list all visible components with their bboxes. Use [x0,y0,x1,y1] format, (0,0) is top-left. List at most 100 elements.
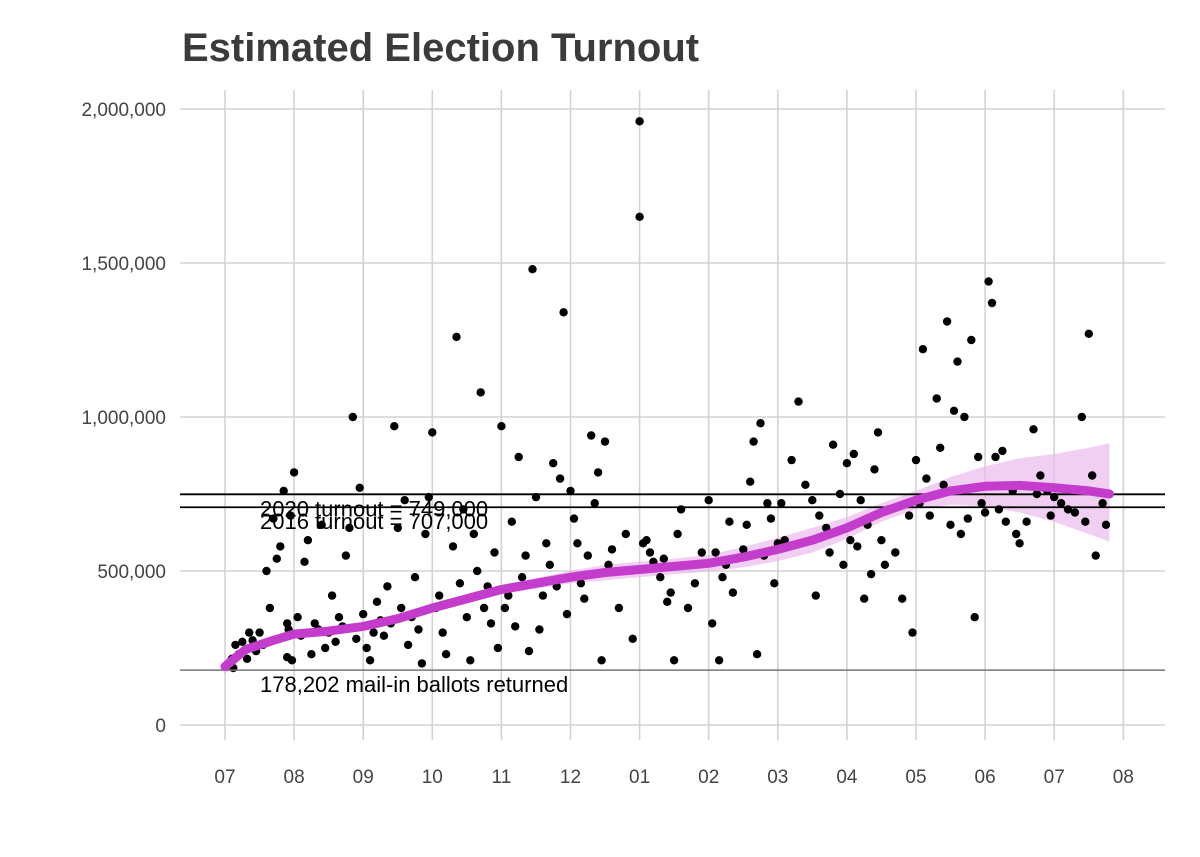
data-point [614,603,624,613]
x-tick-label: 10 [422,767,443,788]
data-point [849,449,858,459]
data-point [673,529,682,539]
data-point [825,548,834,557]
data-point [255,628,264,637]
data-point [642,536,651,545]
data-point [607,545,617,554]
data-point [777,499,786,508]
data-point [956,529,966,539]
data-point [276,542,285,551]
reference-line-label: 178,202 mail-in ballots returned [260,672,568,697]
data-point [918,345,928,354]
data-point [739,545,748,554]
data-point [987,298,997,308]
data-point [711,548,720,557]
data-point [542,539,551,548]
data-point [587,431,596,440]
data-point [1091,551,1100,560]
data-point [960,412,969,422]
data-point [742,520,751,529]
reference-line-label: 2016 turnout = 707,000 [260,509,488,534]
band-layer [225,443,1110,675]
data-point [714,656,724,665]
x-tick-label: 07 [214,767,235,788]
data-point [414,625,423,634]
data-point [583,551,592,560]
chart-title: Estimated Election Turnout [182,26,700,70]
data-point [403,640,413,650]
data-point [946,520,955,529]
data-point [621,529,630,539]
data-point [321,643,330,653]
data-point [1070,508,1080,517]
data-point [815,511,824,520]
data-point [801,480,810,489]
data-point [974,452,983,462]
data-point [245,628,254,637]
data-point [873,428,883,437]
data-point [1077,412,1087,422]
data-point [476,388,485,397]
data-point [597,656,606,665]
y-tick-label: 1,500,000 [81,254,166,275]
data-point [590,499,599,508]
data-point [524,646,534,656]
data-point [289,468,299,477]
data-point [473,566,482,576]
data-point [580,594,589,603]
data-point [334,613,344,622]
data-point [1056,499,1066,508]
data-point [763,499,772,508]
data-point [1015,539,1024,548]
data-point [293,613,302,622]
data-point [683,603,693,613]
data-point [911,455,921,465]
data-point [663,597,672,606]
data-point [669,656,679,665]
data-point [877,536,886,545]
data-point [1036,471,1045,480]
data-point [1088,471,1097,480]
data-point [348,412,357,422]
y-tick-label: 2,000,000 [81,100,166,121]
data-point [438,628,447,637]
data-point [538,591,548,600]
data-point [272,554,281,563]
data-point [659,554,668,563]
data-point [963,514,972,523]
data-point [410,573,420,582]
data-point [559,308,568,317]
data-point [846,536,855,545]
data-point [238,637,247,646]
data-point [379,631,389,640]
data-point [984,277,993,286]
x-tick-label: 09 [353,767,374,788]
data-point [355,483,364,492]
data-point [794,397,803,406]
smooth-trend-line [220,480,1114,671]
data-point [497,422,506,431]
data-point [1029,425,1038,434]
axis-layer: 07 08 09 10 11 12 01 02 03 04 05 06 07 08 0 500,000 1,00… [81,100,1133,788]
data-point [635,212,644,221]
data-point [365,656,375,665]
data-point [231,640,240,650]
data-point [393,523,402,533]
data-point [352,634,361,643]
data-point [242,654,252,663]
data-point [479,603,489,613]
data-point [576,579,586,588]
data-point [980,508,990,517]
data-point [977,499,986,508]
data-point [428,428,437,437]
y-tick-label: 0 [155,716,166,737]
data-point [300,557,309,566]
data-point [856,496,865,505]
data-point [462,613,471,622]
x-tick-label: 12 [560,767,581,788]
x-tick-label: 04 [836,767,858,788]
data-point [998,446,1007,456]
data-point [341,551,351,560]
